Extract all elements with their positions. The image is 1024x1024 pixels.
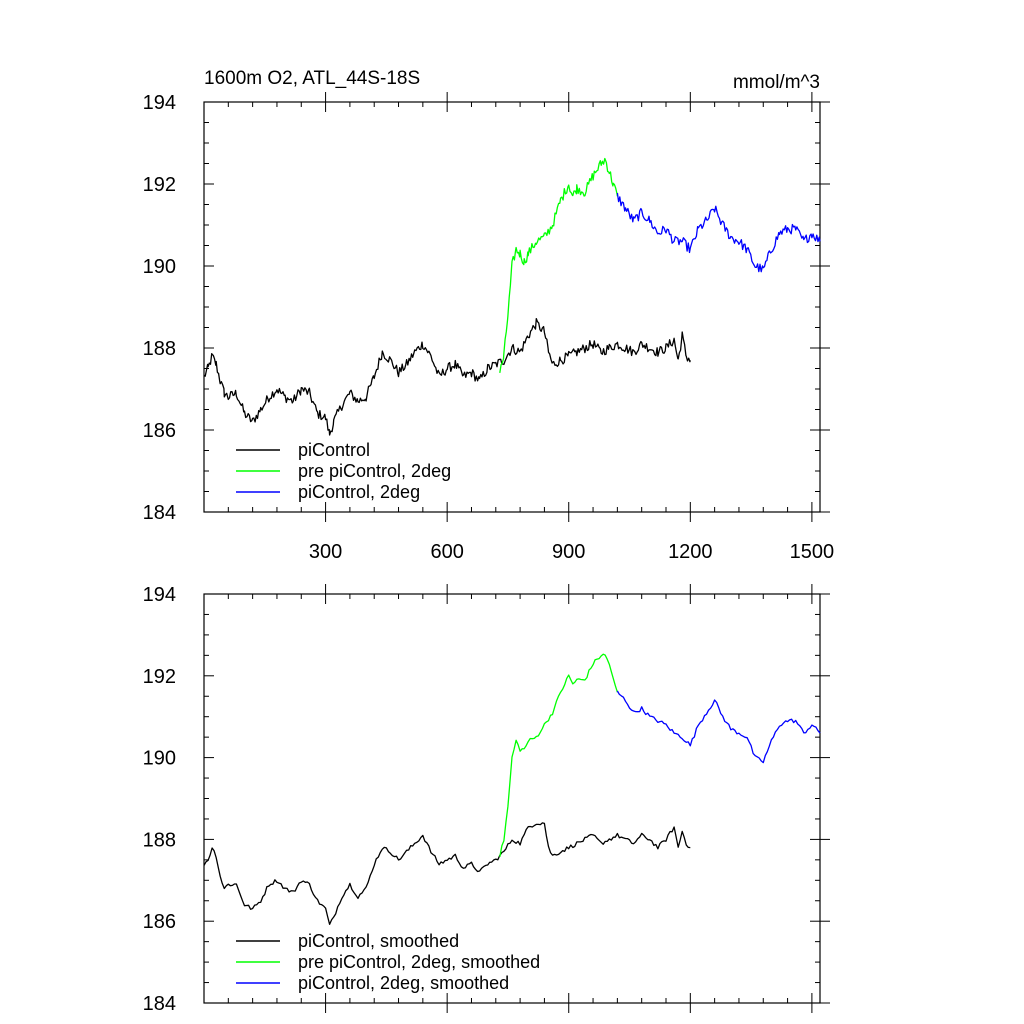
plot-frame xyxy=(203,101,821,513)
legend-label: pre piControl, 2deg xyxy=(298,461,451,481)
x-tick-label: 300 xyxy=(309,541,342,563)
y-tick-label: 194 xyxy=(143,584,176,606)
series-line xyxy=(499,653,619,858)
x-tick-label: 600 xyxy=(430,541,463,563)
bottom-plot-lines xyxy=(203,653,821,925)
x-tick-label: 1200 xyxy=(668,541,713,563)
series-line xyxy=(499,157,619,374)
top-panel: 1600m O2, ATL_44S-18S mmol/m^3 300 600 900… xyxy=(143,68,835,563)
y-tick-label: 188 xyxy=(143,829,176,851)
y-tick-label: 184 xyxy=(143,993,176,1015)
y-tick-label: 194 xyxy=(143,92,176,114)
y-tick-label: 190 xyxy=(143,748,176,770)
y-tick-label: 192 xyxy=(143,666,176,688)
series-line xyxy=(203,317,691,436)
bottom-panel: 184 186 188 190 192 194 piControl, smoothedpr… xyxy=(143,584,830,1015)
legend-label: pre piControl, 2deg, smoothed xyxy=(298,952,540,972)
y-tick-label: 186 xyxy=(143,911,176,933)
legend-label: piControl xyxy=(298,440,370,460)
y-tick-label: 192 xyxy=(143,174,176,196)
legend-label: piControl, smoothed xyxy=(298,931,459,951)
series-line xyxy=(616,192,821,273)
series-line xyxy=(203,822,691,925)
y-tick-label: 184 xyxy=(143,502,176,524)
units-label: mmol/m^3 xyxy=(733,72,820,93)
series-line xyxy=(616,690,821,764)
legend-label: piControl, 2deg, smoothed xyxy=(298,973,509,993)
x-tick-label: 900 xyxy=(552,541,585,563)
legend-label: piControl, 2deg xyxy=(298,482,420,502)
plot-frame xyxy=(203,593,821,1004)
chart-title: 1600m O2, ATL_44S-18S xyxy=(204,68,420,89)
top-plot-lines xyxy=(203,157,821,436)
x-tick-label: 1500 xyxy=(790,541,835,563)
y-tick-label: 188 xyxy=(143,338,176,360)
top-axes: 300 600 900 1200 1500 184 186 188 190 192 194 xyxy=(143,92,835,563)
y-tick-label: 186 xyxy=(143,420,176,442)
y-tick-label: 190 xyxy=(143,256,176,278)
bottom-axes: 184 186 188 190 192 194 xyxy=(143,584,830,1015)
